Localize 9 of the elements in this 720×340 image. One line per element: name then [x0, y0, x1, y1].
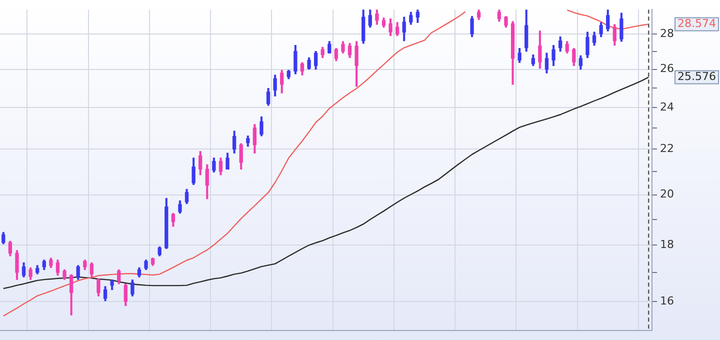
- y-tick-label: 24: [660, 100, 674, 114]
- text: 25.576: [678, 70, 716, 84]
- y-tick-label: 26: [660, 62, 674, 76]
- y-tick-label: 28: [660, 26, 674, 40]
- text: 28.574: [678, 17, 716, 30]
- y-tick-label: 20: [660, 188, 674, 201]
- y-tick-label: 22: [660, 142, 674, 156]
- y-tick-label: 16: [660, 294, 674, 308]
- y-tick-label: 18: [660, 238, 674, 251]
